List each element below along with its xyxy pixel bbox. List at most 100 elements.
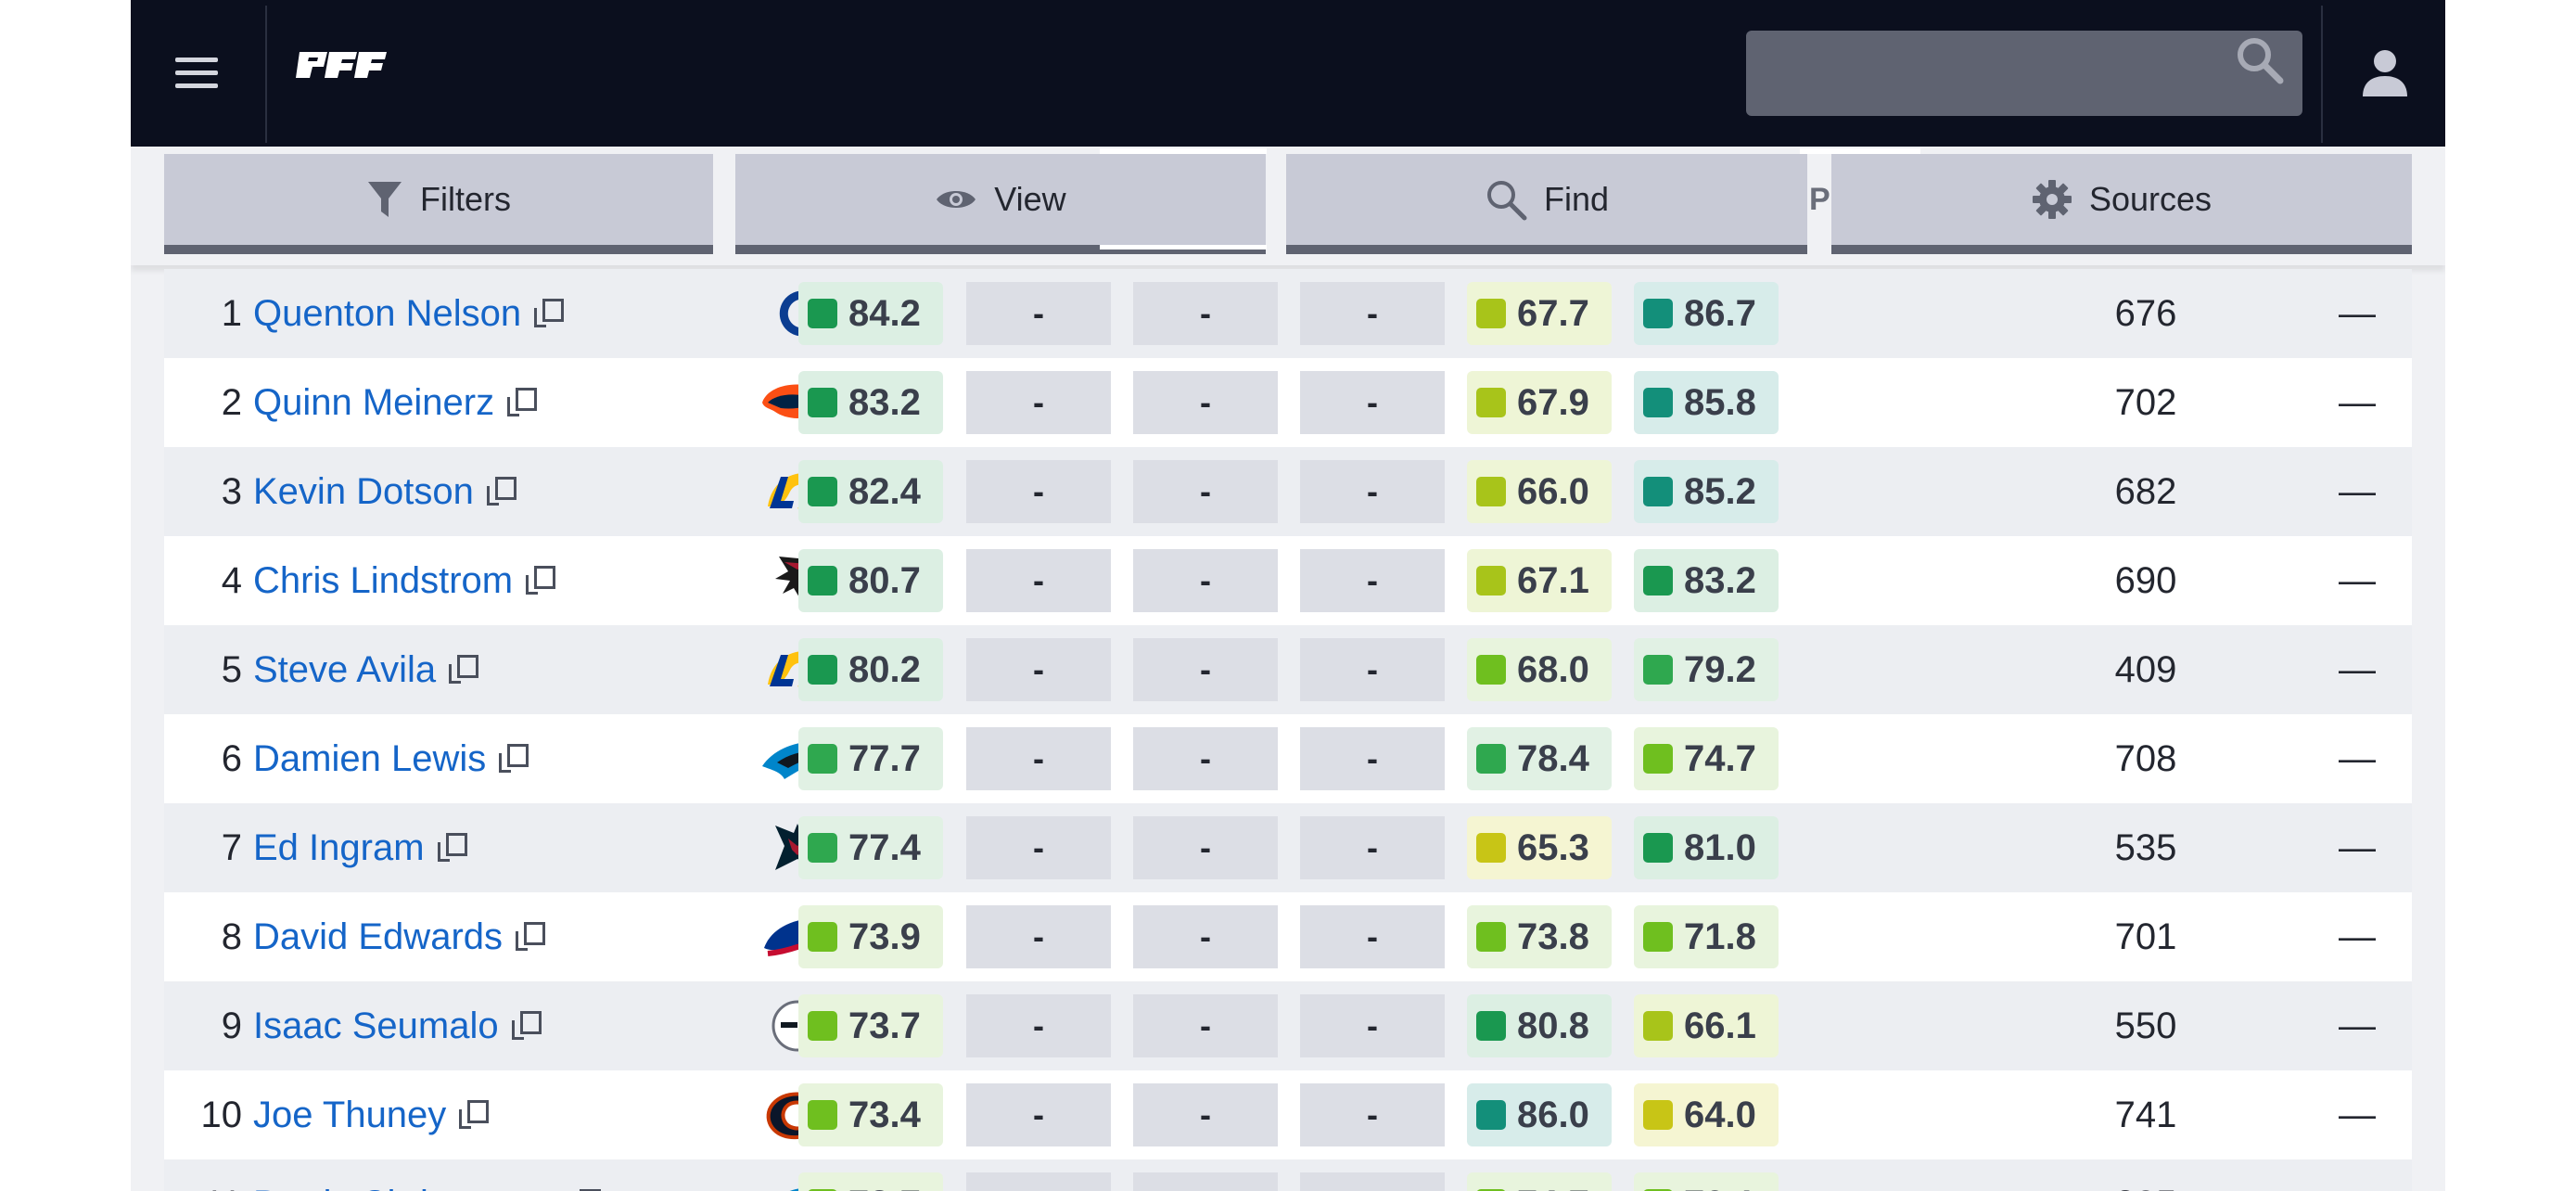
grade-value: 64.0 — [1684, 1094, 1756, 1135]
grade-color-swatch — [1643, 566, 1673, 596]
player-name-link[interactable]: Kevin Dotson — [253, 447, 772, 536]
player-name-link[interactable]: Quinn Meinerz — [253, 358, 772, 447]
open-in-new-icon[interactable] — [571, 1189, 602, 1191]
table-row: 7 Ed Ingram HST #69 77.4 - - - 65.3 81.0… — [164, 803, 2412, 892]
sources-button[interactable]: Sources — [1831, 154, 2412, 254]
grade-color-swatch — [1476, 1011, 1506, 1041]
player-name[interactable]: Damien Lewis — [253, 737, 487, 779]
overall-grade: 73.7 — [798, 994, 943, 1057]
player-name-link[interactable]: Isaac Seumalo — [253, 981, 772, 1070]
open-in-new-icon[interactable] — [511, 1011, 542, 1041]
pass-block-grade: 86.0 — [1467, 1083, 1612, 1146]
player-name-link[interactable]: Brady Christensen — [253, 1159, 772, 1191]
pass-block-grade: 68.0 — [1467, 638, 1612, 701]
rank-cell: 7 — [221, 826, 242, 868]
open-in-new-icon[interactable] — [449, 655, 479, 685]
player-name-link[interactable]: Joe Thuney — [253, 1070, 772, 1159]
player-name[interactable]: Steve Avila — [253, 648, 437, 690]
overall-grade: 73.9 — [798, 905, 943, 968]
grade-value: 83.2 — [848, 381, 921, 423]
player-name-link[interactable]: Damien Lewis — [253, 714, 772, 803]
run-block-grade: 85.2 — [1634, 460, 1779, 523]
sources-label: Sources — [2088, 180, 2213, 218]
grade-value: 80.8 — [1517, 1005, 1589, 1046]
snaps-cell: 550 — [2114, 1005, 2177, 1046]
hamburger-menu-button[interactable] — [131, 0, 265, 147]
player-name-link[interactable]: Chris Lindstrom — [253, 536, 772, 625]
gear-icon — [2032, 180, 2072, 219]
grade-color-swatch — [808, 388, 837, 417]
view-active-indicator — [1100, 245, 1267, 250]
player-name[interactable]: Quinn Meinerz — [253, 381, 495, 423]
search-input[interactable] — [1746, 31, 2302, 116]
grade-value: 84.2 — [848, 292, 921, 334]
grade-cell-empty: - — [1133, 371, 1278, 434]
open-in-new-icon[interactable] — [437, 833, 467, 863]
filters-button[interactable]: Filters — [164, 154, 713, 254]
player-name[interactable]: David Edwards — [253, 916, 504, 957]
grade-value: 81.0 — [1684, 826, 1756, 868]
filters-label: Filters — [420, 180, 511, 218]
grade-color-swatch — [1476, 922, 1506, 952]
open-in-new-icon[interactable] — [486, 477, 516, 506]
grade-value: 67.7 — [1517, 292, 1589, 334]
grade-color-swatch — [1476, 388, 1506, 417]
player-name-link[interactable]: Steve Avila — [253, 625, 772, 714]
player-name[interactable]: Quenton Nelson — [253, 292, 522, 334]
open-in-new-icon[interactable] — [499, 744, 529, 774]
table-row: 4 Chris Lindstrom ATL #63 80.7 - - - 67.… — [164, 536, 2412, 625]
player-name[interactable]: Isaac Seumalo — [253, 1005, 499, 1046]
player-name[interactable]: Chris Lindstrom — [253, 559, 514, 601]
grade-value: 74.7 — [1517, 1184, 1589, 1191]
grade-value: 73.7 — [848, 1005, 921, 1046]
grade-value: 79.2 — [1684, 648, 1756, 690]
table-row: 9 Isaac Seumalo PIT #73 73.7 - - - 80.8 … — [164, 981, 2412, 1070]
search-icon[interactable] — [2234, 34, 2286, 86]
find-button[interactable]: Find — [1286, 154, 1807, 254]
snaps-cell: 285 — [2095, 1159, 2197, 1191]
snaps-cell: 676 — [2114, 292, 2177, 334]
grade-cell-empty: - — [1133, 282, 1278, 345]
grade-color-swatch — [1643, 1011, 1673, 1041]
table-row: 6 Damien Lewis CAR #68 77.7 - - - 78.4 7… — [164, 714, 2412, 803]
player-name[interactable]: Brady Christensen — [253, 1184, 558, 1191]
snaps-cell: 708 — [2114, 737, 2177, 779]
eye-icon — [937, 191, 976, 208]
grade-value: 82.4 — [848, 470, 921, 512]
app-window: PI Filters View Find — [131, 0, 2445, 1191]
grade-cell-empty: - — [966, 460, 1111, 523]
grade-color-swatch — [808, 1011, 837, 1041]
pass-block-grade: 67.9 — [1467, 371, 1612, 434]
player-name-link[interactable]: David Edwards — [253, 892, 772, 981]
pass-block-grade: 65.3 — [1467, 816, 1612, 879]
grade-value: 72.7 — [848, 1184, 921, 1191]
player-name-link[interactable]: Ed Ingram — [253, 803, 772, 892]
grade-color-swatch — [1643, 655, 1673, 685]
pff-logo[interactable] — [290, 46, 392, 83]
divider — [2321, 6, 2323, 143]
grade-cell-empty: - — [966, 638, 1111, 701]
open-in-new-icon[interactable] — [459, 1100, 490, 1130]
grade-cell-empty: - — [966, 994, 1111, 1057]
grade-color-swatch — [1476, 477, 1506, 506]
open-in-new-icon[interactable] — [516, 922, 546, 952]
pass-block-grade: 67.7 — [1467, 282, 1612, 345]
run-block-grade: 66.1 — [1634, 994, 1779, 1057]
filter-icon — [368, 182, 402, 217]
rank-cell: 10 — [200, 1094, 243, 1135]
user-account-icon[interactable] — [2356, 45, 2414, 102]
open-in-new-icon[interactable] — [507, 388, 538, 417]
snaps-cell: 409 — [2114, 648, 2177, 690]
open-in-new-icon[interactable] — [526, 566, 556, 596]
player-name-link[interactable]: Quenton Nelson — [253, 269, 772, 358]
player-name[interactable]: Kevin Dotson — [253, 470, 474, 512]
player-name[interactable]: Joe Thuney — [253, 1094, 447, 1135]
snaps-cell: 741 — [2114, 1094, 2177, 1135]
view-button[interactable]: View — [735, 154, 1266, 254]
player-name[interactable]: Ed Ingram — [253, 826, 425, 868]
grade-color-swatch — [1476, 1100, 1506, 1130]
open-in-new-icon[interactable] — [534, 299, 565, 328]
grade-value: 67.1 — [1517, 559, 1589, 601]
grade-color-swatch — [1476, 299, 1506, 328]
grade-cell-empty: - — [1300, 549, 1445, 612]
